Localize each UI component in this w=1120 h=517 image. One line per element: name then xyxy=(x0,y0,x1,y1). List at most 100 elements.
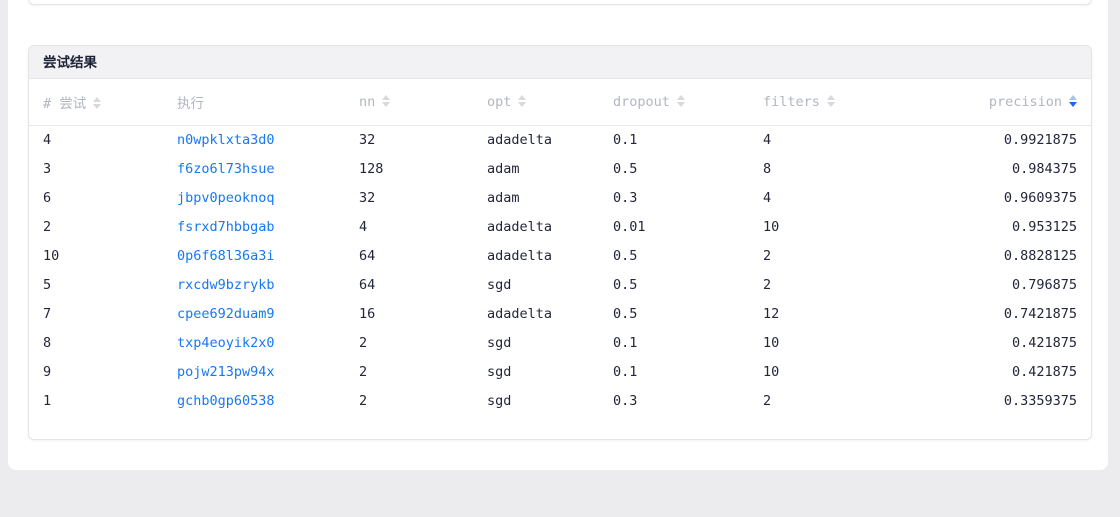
cell-dropout: 0.1 xyxy=(613,363,638,380)
sort-icon[interactable] xyxy=(676,94,685,107)
column-label: 执行 xyxy=(177,95,204,112)
table-row: 3 f6zo6l73hsue 128 adam 0.5 8 0.984375 xyxy=(29,155,1091,184)
cell-nn: 32 xyxy=(359,189,376,206)
execution-link[interactable]: cpee692duam9 xyxy=(177,305,275,322)
execution-link[interactable]: gchb0gp60538 xyxy=(177,392,275,409)
cell-filters: 2 xyxy=(763,276,772,293)
cell-trial: 8 xyxy=(43,334,52,351)
table-row: 10 0p6f68l36a3i 64 adadelta 0.5 2 0.8828125 xyxy=(29,242,1091,271)
cell-precision: 0.9921875 xyxy=(1003,131,1077,148)
cell-execution: cpee692duam9 xyxy=(177,300,359,329)
cell-filters: 4 xyxy=(763,131,772,148)
cell-trial: 1 xyxy=(43,392,52,409)
column-header-execution: 执行 xyxy=(177,79,359,126)
column-header-precision[interactable]: precision xyxy=(913,79,1091,126)
sort-icon[interactable] xyxy=(382,94,391,107)
cell-trial: 9 xyxy=(43,363,52,380)
table-row: 2 fsrxd7hbbgab 4 adadelta 0.01 10 0.953125 xyxy=(29,213,1091,242)
cell-opt: adam xyxy=(487,189,520,206)
execution-link[interactable]: pojw213pw94x xyxy=(177,363,275,380)
sort-icon[interactable] xyxy=(826,94,835,107)
cell-trial: 6 xyxy=(43,189,52,206)
cell-nn: 64 xyxy=(359,247,376,264)
execution-link[interactable]: jbpv0peoknoq xyxy=(177,189,275,206)
cell-nn: 16 xyxy=(359,305,376,322)
cell-dropout: 0.1 xyxy=(613,131,638,148)
cell-dropout: 0.3 xyxy=(613,189,638,206)
cell-execution: gchb0gp60538 xyxy=(177,387,359,416)
cell-dropout: 0.5 xyxy=(613,247,638,264)
column-header-dropout[interactable]: dropout xyxy=(613,79,763,126)
cell-filters: 8 xyxy=(763,160,772,177)
cell-nn: 128 xyxy=(359,160,384,177)
table-body: 4 n0wpklxta3d0 32 adadelta 0.1 4 0.9921875 3 f6z… xyxy=(29,125,1091,416)
execution-link[interactable]: txp4eoyik2x0 xyxy=(177,334,275,351)
cell-precision: 0.3359375 xyxy=(1003,392,1077,409)
cell-precision: 0.7421875 xyxy=(1003,305,1077,322)
table-row: 9 pojw213pw94x 2 sgd 0.1 10 0.421875 xyxy=(29,358,1091,387)
cell-execution: f6zo6l73hsue xyxy=(177,155,359,184)
column-header-filters[interactable]: filters xyxy=(763,79,913,126)
table-row: 4 n0wpklxta3d0 32 adadelta 0.1 4 0.9921875 xyxy=(29,125,1091,155)
cell-nn: 2 xyxy=(359,334,368,351)
cell-precision: 0.796875 xyxy=(1011,276,1077,293)
column-label: nn xyxy=(359,93,376,110)
cell-trial: 3 xyxy=(43,160,52,177)
sort-icon[interactable] xyxy=(93,96,102,109)
execution-link[interactable]: f6zo6l73hsue xyxy=(177,160,275,177)
cell-execution: pojw213pw94x xyxy=(177,358,359,387)
cell-execution: txp4eoyik2x0 xyxy=(177,329,359,358)
cell-dropout: 0.5 xyxy=(613,276,638,293)
column-header-opt[interactable]: opt xyxy=(487,79,613,126)
cell-trial: 10 xyxy=(43,247,60,264)
column-label: precision xyxy=(988,93,1062,110)
cell-opt: adadelta xyxy=(487,218,553,235)
previous-card-bottom xyxy=(28,0,1092,5)
cell-precision: 0.421875 xyxy=(1011,363,1077,380)
cell-execution: rxcdw9bzrykb xyxy=(177,271,359,300)
execution-link[interactable]: fsrxd7hbbgab xyxy=(177,218,275,235)
cell-opt: sgd xyxy=(487,363,512,380)
cell-filters: 10 xyxy=(763,218,780,235)
column-label: filters xyxy=(763,93,820,110)
cell-trial: 2 xyxy=(43,218,52,235)
cell-precision: 0.9609375 xyxy=(1003,189,1077,206)
cell-precision: 0.953125 xyxy=(1011,218,1077,235)
execution-link[interactable]: rxcdw9bzrykb xyxy=(177,276,275,293)
column-label: # 尝试 xyxy=(43,95,87,112)
execution-link[interactable]: 0p6f68l36a3i xyxy=(177,247,275,264)
content-panel: 尝试结果 # 尝试 执行 nn opt dropout filters precision … xyxy=(8,0,1108,470)
column-label: dropout xyxy=(613,93,670,110)
table-row: 8 txp4eoyik2x0 2 sgd 0.1 10 0.421875 xyxy=(29,329,1091,358)
cell-dropout: 0.01 xyxy=(613,218,646,235)
cell-filters: 2 xyxy=(763,247,772,264)
trial-results-table: # 尝试 执行 nn opt dropout filters precision 4 n0wp… xyxy=(29,79,1091,416)
table-bottom-padding xyxy=(29,416,1091,440)
cell-dropout: 0.1 xyxy=(613,334,638,351)
cell-trial: 7 xyxy=(43,305,52,322)
table-header: # 尝试 执行 nn opt dropout filters precision xyxy=(29,79,1091,126)
cell-trial: 4 xyxy=(43,131,52,148)
column-header-trial[interactable]: # 尝试 xyxy=(29,79,177,126)
cell-filters: 4 xyxy=(763,189,772,206)
cell-precision: 0.8828125 xyxy=(1003,247,1077,264)
sort-icon[interactable] xyxy=(1069,94,1077,107)
trial-results-title: 尝试结果 xyxy=(29,46,1091,79)
table-row: 5 rxcdw9bzrykb 64 sgd 0.5 2 0.796875 xyxy=(29,271,1091,300)
cell-precision: 0.421875 xyxy=(1011,334,1077,351)
cell-opt: adadelta xyxy=(487,131,553,148)
execution-link[interactable]: n0wpklxta3d0 xyxy=(177,131,275,148)
cell-nn: 32 xyxy=(359,131,376,148)
trial-results-card: 尝试结果 # 尝试 执行 nn opt dropout filters precision … xyxy=(28,45,1092,440)
cell-dropout: 0.3 xyxy=(613,392,638,409)
cell-opt: adadelta xyxy=(487,247,553,264)
cell-trial: 5 xyxy=(43,276,52,293)
sort-icon[interactable] xyxy=(518,94,527,107)
cell-filters: 2 xyxy=(763,392,772,409)
column-header-nn[interactable]: nn xyxy=(359,79,487,126)
cell-precision: 0.984375 xyxy=(1011,160,1077,177)
cell-nn: 4 xyxy=(359,218,368,235)
table-row: 7 cpee692duam9 16 adadelta 0.5 12 0.7421875 xyxy=(29,300,1091,329)
cell-opt: adadelta xyxy=(487,305,553,322)
cell-execution: fsrxd7hbbgab xyxy=(177,213,359,242)
